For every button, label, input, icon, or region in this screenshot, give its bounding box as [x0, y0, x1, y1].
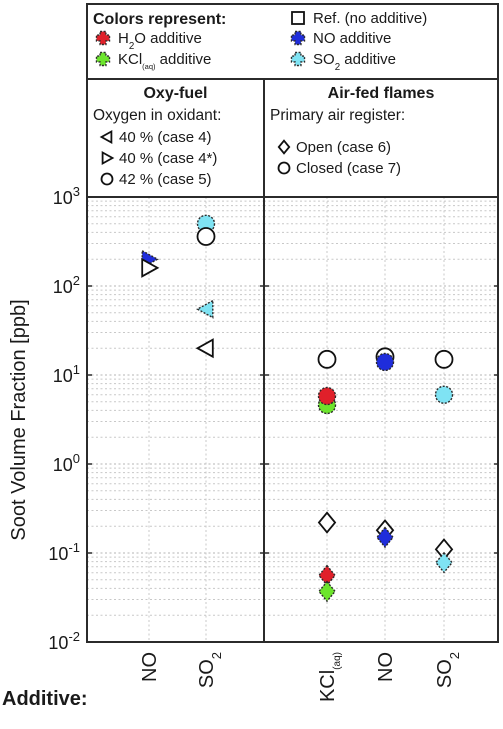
point-air-so2-11 [434, 385, 454, 404]
legend-label-ref: Ref. (no additive) [313, 10, 427, 27]
x-tick-label: NO [139, 652, 161, 682]
point-air-so2-13 [435, 551, 453, 574]
point-air-h2o-2 [317, 386, 337, 406]
x-tick-label: SO2 [196, 652, 224, 688]
panel-legend-label-oxy-0: 40 % (case 4) [119, 129, 212, 146]
point-oxy-so2-2 [196, 214, 216, 233]
y-axis-label: Soot Volume Fraction [ppb] [8, 299, 30, 540]
legend-marker-kcl-icon [95, 51, 111, 67]
panel-title-oxy: Oxy-fuel [143, 85, 207, 102]
x-tick-air-0: KCl(aq) [317, 652, 343, 702]
panel-legend-label-oxy-2: 42 % (case 5) [119, 171, 212, 188]
legend-marker-h2o-icon [95, 30, 111, 46]
panel-legend-marker-oxy-1 [101, 150, 115, 166]
y-tick-label: 10-1 [48, 540, 80, 564]
legend-marker-so2-icon [290, 51, 306, 67]
panel-legend-marker-oxy-2 [100, 172, 114, 186]
x-tick-oxy-0: NO [139, 652, 161, 682]
color-legend: Ref. (no additive) H2O additive NO additiv… [95, 10, 427, 73]
legend-label-kcl: KCl(aq) additive [118, 51, 211, 71]
panel-legend-marker-air-1 [277, 161, 291, 175]
x-axis-label: Additive: [2, 688, 88, 710]
x-tick-oxy-1: SO2 [196, 652, 224, 688]
panel-legend-marker-oxy-0 [99, 129, 113, 145]
panel-legend-label-oxy-1: 40 % (case 4*) [119, 150, 217, 167]
x-tick-label: SO2 [434, 652, 462, 688]
x-tick-label: KCl(aq) [317, 652, 343, 702]
x-tick-label: NO [375, 652, 397, 682]
y-tick-label: 103 [53, 184, 80, 208]
panel-legend-title-oxy: Oxygen in oxidant: [93, 107, 221, 124]
point-air-ref-3 [317, 511, 337, 534]
legend-marker-ref [291, 11, 305, 25]
y-tick-label: 101 [53, 362, 80, 386]
legend-label-so2: SO2 additive [313, 51, 396, 73]
point-air-no-9 [376, 526, 394, 549]
x-tick-air-1: NO [375, 652, 397, 682]
point-oxy-ref-5 [195, 338, 214, 359]
data-points [141, 214, 454, 603]
color-legend-title: Colors represent: [93, 11, 226, 28]
panel-legend-label-air-0: Open (case 6) [296, 139, 391, 156]
y-tick-label: 10-2 [48, 629, 80, 653]
point-oxy-ref-1 [141, 257, 160, 278]
point-oxy-ref-3 [196, 227, 216, 246]
point-air-kcl-5 [318, 580, 336, 603]
point-air-no-7 [375, 352, 395, 372]
x-tick-air-2: SO2 [434, 652, 462, 688]
air-plot-frame [263, 196, 499, 643]
panel-legend-label-air-1: Closed (case 7) [296, 160, 401, 177]
y-axis-ticks: 10-2 10-1 100 101 102 103 [48, 184, 498, 653]
legend-label-h2o: H2O additive [118, 30, 202, 52]
oxy-plot-frame [86, 196, 265, 643]
panel-legend-title-air: Primary air register: [270, 107, 405, 124]
legend-marker-no-icon [290, 30, 306, 46]
point-air-ref-0 [317, 349, 337, 369]
panel-legend-marker-air-0 [277, 139, 291, 155]
point-air-ref-10 [434, 349, 454, 369]
y-tick-label: 100 [53, 451, 80, 475]
point-oxy-so2-4 [196, 299, 214, 319]
y-tick-label: 102 [53, 273, 80, 297]
x-axis-tick-labels: NO SO2 KCl(aq) NO SO2 [139, 652, 462, 702]
legend-label-no: NO additive [313, 30, 391, 47]
panel-headers: Oxy-fuel Oxygen in oxidant: 40 % (case 4) 4… [93, 85, 434, 188]
panel-title-air: Air-fed flames [328, 85, 435, 102]
